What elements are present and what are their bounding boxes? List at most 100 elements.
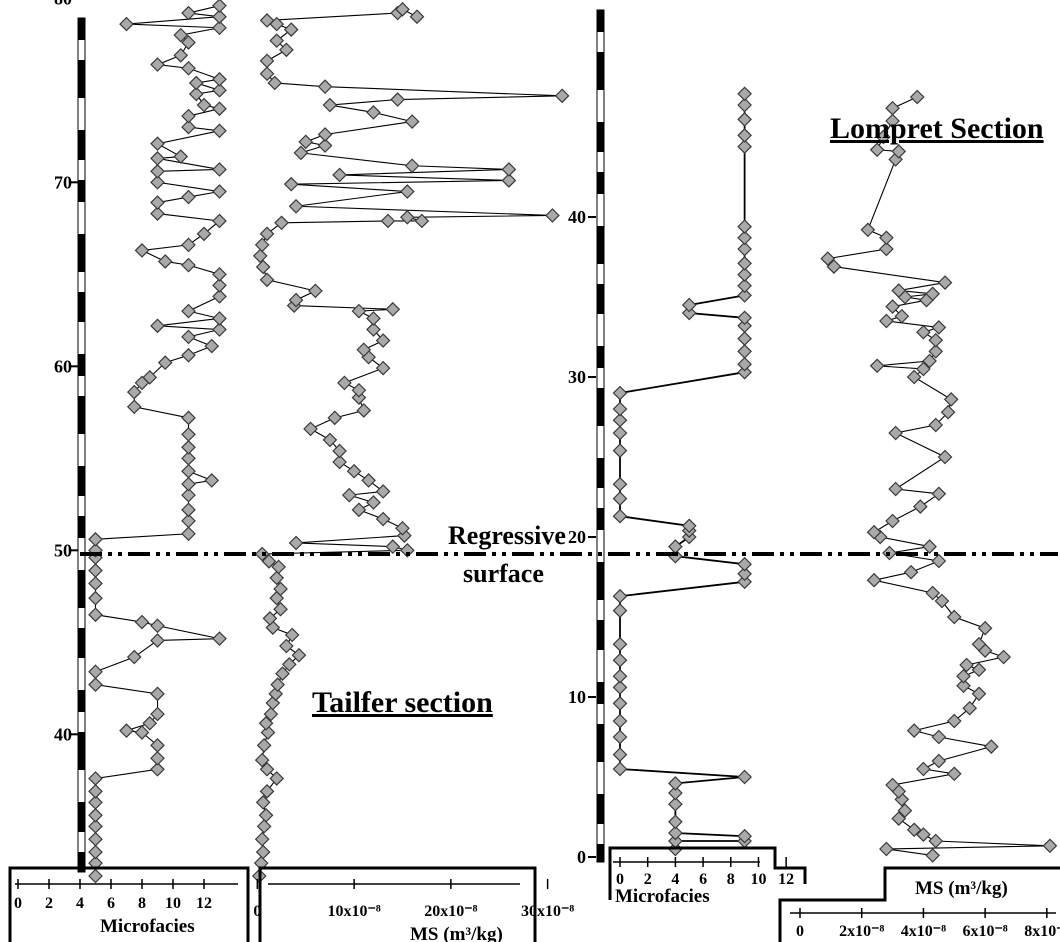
surface-label: surface (463, 559, 544, 588)
x-tick-label: 2 (45, 895, 53, 912)
lompret-strat-column (596, 9, 605, 863)
data-point (351, 303, 367, 319)
data-point (928, 833, 944, 849)
data-point (375, 484, 391, 499)
data-point (181, 526, 196, 542)
data-point (943, 392, 959, 407)
data-point (298, 134, 314, 150)
data-point (126, 399, 142, 415)
data-point (259, 66, 275, 82)
data-point (150, 151, 165, 166)
data-point (395, 520, 410, 536)
data-point (150, 738, 165, 753)
data-point (903, 564, 919, 580)
data-point (267, 75, 283, 91)
data-point (962, 700, 978, 716)
data-point (885, 777, 900, 793)
data-point (931, 729, 947, 745)
data-point (173, 149, 189, 164)
lompret-title: Lompret Section (830, 112, 1044, 145)
data-point (612, 508, 628, 524)
data-point (885, 299, 900, 314)
data-point (150, 206, 165, 221)
data-point (737, 97, 752, 113)
x-tick-label: 0 (14, 895, 22, 912)
data-point (737, 331, 752, 346)
data-point (351, 382, 367, 398)
x-tick-label: 6 (107, 895, 115, 912)
data-point (88, 771, 103, 786)
data-point (88, 576, 103, 591)
data-point (668, 796, 683, 812)
data-point (150, 318, 165, 334)
data-point (284, 627, 300, 643)
data-point (612, 668, 628, 684)
data-point (366, 105, 381, 120)
data-point (212, 123, 227, 139)
data-point (1042, 838, 1058, 854)
data-point (255, 795, 271, 810)
data-point (409, 9, 425, 25)
data-point (737, 318, 752, 334)
data-point (737, 574, 752, 590)
data-point (925, 585, 941, 601)
data-point (737, 344, 752, 359)
data-point (356, 342, 372, 358)
x-tick-label: 8 (727, 871, 735, 888)
data-point (826, 259, 842, 274)
data-point (322, 432, 338, 448)
data-point (303, 421, 318, 437)
data-point (259, 53, 275, 69)
data-point (181, 502, 196, 518)
data-point (212, 289, 227, 304)
data-point (879, 230, 894, 246)
data-point (612, 747, 628, 762)
data-point (931, 753, 947, 769)
data-point (279, 42, 294, 58)
data-point (212, 162, 227, 177)
data-point (269, 33, 285, 48)
data-point (142, 715, 158, 731)
data-point (322, 97, 338, 113)
data-point (916, 827, 931, 842)
data-point (612, 696, 628, 711)
data-point (931, 486, 947, 502)
data-point (668, 539, 683, 554)
data-point (275, 666, 290, 681)
data-point (399, 209, 415, 225)
x-tick-label: 2 (644, 871, 652, 888)
data-point (366, 495, 381, 510)
data-point (317, 127, 333, 142)
x-tick-label: 8x10⁻⁸ (1024, 923, 1060, 940)
data-point (181, 189, 196, 205)
data-point (88, 868, 103, 884)
data-point (737, 288, 752, 303)
axis-box-tailfer-microfacies: 0 2 4 6 8 10 12 Microfacies (8, 866, 250, 942)
data-point (346, 463, 362, 479)
data-point (916, 761, 931, 777)
data-point (212, 266, 227, 282)
data-point (262, 611, 278, 626)
data-point (150, 136, 165, 152)
data-point (380, 213, 396, 229)
y-tick-label: 80 (54, 0, 72, 8)
data-point (181, 119, 196, 135)
data-point (181, 329, 196, 345)
data-point (88, 607, 103, 623)
data-point (150, 686, 165, 702)
data-point (88, 831, 103, 847)
data-point (88, 818, 103, 834)
data-point (327, 410, 343, 426)
data-point (269, 771, 285, 786)
data-point (385, 539, 401, 554)
data-point (212, 311, 227, 326)
tailfer-strat-column (77, 17, 86, 873)
data-point (612, 729, 628, 745)
data-point (866, 524, 882, 540)
data-point (332, 167, 347, 183)
data-point (196, 97, 212, 113)
data-point (737, 310, 752, 326)
data-point (937, 275, 953, 290)
tailfer-microfacies-series (88, 0, 227, 884)
x-tick-label: 10x10⁻⁸ (327, 903, 380, 920)
